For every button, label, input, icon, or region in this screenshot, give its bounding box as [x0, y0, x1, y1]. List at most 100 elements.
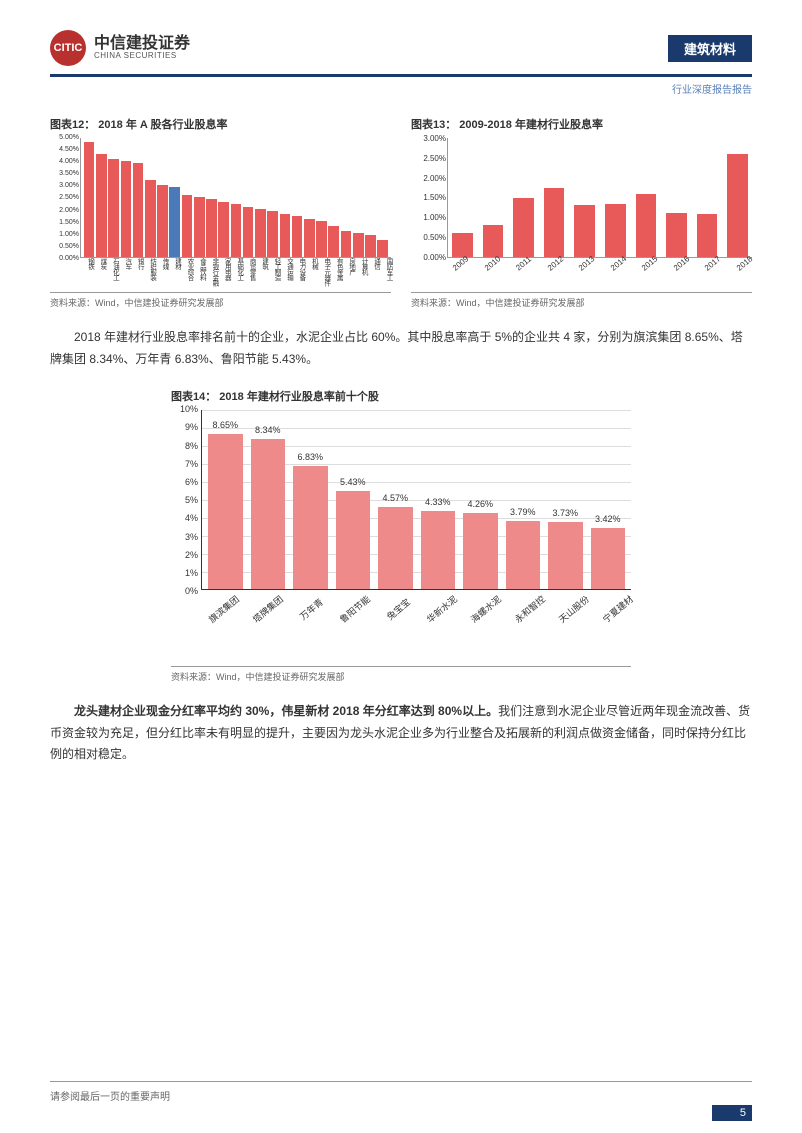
- chart12-category-label: 通信: [366, 258, 378, 314]
- chart12-category-label: 食品饮料: [192, 258, 204, 314]
- chart12-bar: [145, 180, 156, 257]
- page-number: 5: [712, 1105, 752, 1121]
- chart14-value-label: 3.42%: [595, 514, 621, 524]
- chart13-bar: [666, 213, 687, 257]
- chart14-bar: 3.42%: [591, 528, 626, 590]
- chart14-bar: 8.34%: [251, 439, 286, 589]
- chart12-bar: [328, 226, 339, 257]
- chart12-category-label: 非银行金融: [204, 258, 216, 314]
- chart12-bar: [231, 204, 242, 257]
- chart-row-12-13: 图表12： 2018 年 A 股各行业股息率 5.00%4.50%4.00%3.…: [50, 116, 752, 309]
- chart13-source: 资料来源：Wind，中信建投证券研究发展部: [411, 292, 752, 309]
- chart12-bar: [292, 216, 303, 257]
- chart12-category-label: 钢铁: [80, 258, 92, 314]
- chart13-bar: [727, 154, 748, 257]
- chart14-category-label: 宁夏建材: [600, 593, 656, 650]
- chart12-bar: [243, 207, 254, 257]
- chart13-bar: [697, 214, 718, 257]
- chart12-bar: [194, 197, 205, 257]
- chart12-bar: [157, 185, 168, 257]
- chart12-category-label: 基础化工: [229, 258, 241, 314]
- chart12-bar: [353, 233, 364, 257]
- paragraph-2-bold: 龙头建材企业现金分红率平均约 30%，伟星新材 2018 年分红率达到 80%以…: [74, 704, 498, 718]
- chart14-value-label: 5.43%: [340, 477, 366, 487]
- logo-block: CITIC 中信建投证券 CHINA SECURITIES: [50, 30, 190, 66]
- chart12-bar: [206, 199, 217, 257]
- chart12-category-label: 煤炭: [92, 258, 104, 314]
- chart14-value-label: 3.73%: [552, 508, 578, 518]
- chart14-value-label: 6.83%: [297, 452, 323, 462]
- chart14-bar: 3.73%: [548, 522, 583, 589]
- chart12-category-label: 建筑: [254, 258, 266, 314]
- chart12-bar: [108, 159, 119, 257]
- chart12-category-label: 传媒: [155, 258, 167, 314]
- chart12-category-label: 建材: [167, 258, 179, 314]
- chart12-bar: [304, 219, 315, 257]
- chart14-value-label: 4.26%: [467, 499, 493, 509]
- chart12-bar: [267, 211, 278, 257]
- chart12-category-label: 交通运输: [279, 258, 291, 314]
- chart12-bar: [341, 231, 352, 257]
- chart13-bar: [544, 188, 565, 257]
- chart12-category-label: 汽车: [117, 258, 129, 314]
- logo-badge-icon: CITIC: [50, 30, 86, 66]
- page-footer: 请参阅最后一页的重要声明: [50, 1081, 752, 1103]
- chart12-area: 5.00%4.50%4.00%3.50%3.00%2.50%2.00%1.50%…: [50, 138, 391, 288]
- header-category: 建筑材料: [668, 35, 752, 62]
- chart14-category-label: 旗滨集团: [206, 593, 262, 650]
- chart14-category-label: 天山股份: [556, 593, 612, 650]
- chart12-category-label: 轻工制造: [267, 258, 279, 314]
- chart14-block: 图表14： 2018 年建材行业股息率前十个股 10%9%8%7%6%5%4%3…: [171, 388, 631, 638]
- chart12-bar: [182, 195, 193, 257]
- chart12-bar: [316, 221, 327, 257]
- chart12-category-label: 石油化工: [105, 258, 117, 314]
- chart12-category-label: 房地产: [341, 258, 353, 314]
- paragraph-2: 龙头建材企业现金分红率平均约 30%，伟星新材 2018 年分红率达到 80%以…: [50, 701, 752, 766]
- paragraph-1: 2018 年建材行业股息率排名前十的企业，水泥企业占比 60%。其中股息率高于 …: [50, 327, 752, 370]
- chart13-bar: [513, 198, 534, 257]
- chart12-category-label: 纺织服装: [142, 258, 154, 314]
- chart14-category-label: 永和智控: [512, 593, 568, 650]
- chart14-value-label: 8.34%: [255, 425, 281, 435]
- chart12-bar: [96, 154, 107, 257]
- chart12-bar: [218, 202, 229, 257]
- chart13-bar: [452, 233, 473, 257]
- chart12-bar: [365, 235, 376, 257]
- footer-disclaimer: 请参阅最后一页的重要声明: [50, 1088, 170, 1103]
- chart12-title: 图表12： 2018 年 A 股各行业股息率: [50, 116, 391, 132]
- chart12-category-label: 银行: [130, 258, 142, 314]
- chart12-category-label: 有色金属: [329, 258, 341, 314]
- chart12-category-label: 电力设备: [291, 258, 303, 314]
- page-header: CITIC 中信建投证券 CHINA SECURITIES 建筑材料: [50, 30, 752, 77]
- chart14-bar: 4.26%: [463, 513, 498, 590]
- chart13-bar: [605, 204, 626, 257]
- chart14-bar: 3.79%: [506, 521, 541, 589]
- chart13-block: 图表13： 2009-2018 年建材行业股息率 3.00%2.50%2.00%…: [411, 116, 752, 309]
- chart14-bar: 4.57%: [378, 507, 413, 589]
- chart12-category-label: 农业综合: [180, 258, 192, 314]
- chart14-bar: 8.65%: [208, 434, 243, 590]
- chart14-value-label: 8.65%: [212, 420, 238, 430]
- chart14-title: 图表14： 2018 年建材行业股息率前十个股: [171, 388, 631, 404]
- chart12-bar: [169, 187, 180, 257]
- chart12-category-label: 国防军工: [379, 258, 391, 314]
- chart13-bar: [574, 205, 595, 257]
- chart14-source: 资料来源：Wind，中信建投证券研究发展部: [171, 666, 631, 683]
- chart14-value-label: 4.57%: [382, 493, 408, 503]
- logo-cn: 中信建投证券: [94, 35, 190, 53]
- chart14-category-label: 海螺水泥: [468, 593, 524, 650]
- chart14-bar: 5.43%: [336, 491, 371, 589]
- chart14-bar: 6.83%: [293, 466, 328, 589]
- chart12-block: 图表12： 2018 年 A 股各行业股息率 5.00%4.50%4.00%3.…: [50, 116, 391, 309]
- chart14-category-label: 塔牌集团: [250, 593, 306, 650]
- chart12-category-label: 电子元器件: [316, 258, 328, 314]
- chart14-bar: 4.33%: [421, 511, 456, 589]
- chart12-bar: [84, 142, 95, 257]
- chart12-category-label: 家用电器: [217, 258, 229, 314]
- logo-en: CHINA SECURITIES: [94, 52, 190, 61]
- chart14-value-label: 3.79%: [510, 507, 536, 517]
- chart12-bar: [133, 163, 144, 257]
- chart12-bar: [255, 209, 266, 257]
- chart13-bar: [483, 225, 504, 257]
- chart13-area: 3.00%2.50%2.00%1.50%1.00%0.50%0.00% 2009…: [411, 138, 752, 288]
